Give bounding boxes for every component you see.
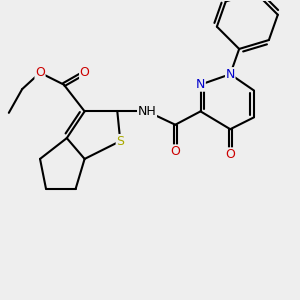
Text: N: N xyxy=(226,68,235,81)
Text: O: O xyxy=(35,66,45,79)
Text: O: O xyxy=(170,145,180,158)
Text: N: N xyxy=(196,78,205,91)
Text: O: O xyxy=(80,66,89,79)
Text: O: O xyxy=(225,148,235,161)
Text: NH: NH xyxy=(138,105,156,118)
Text: S: S xyxy=(116,135,124,148)
